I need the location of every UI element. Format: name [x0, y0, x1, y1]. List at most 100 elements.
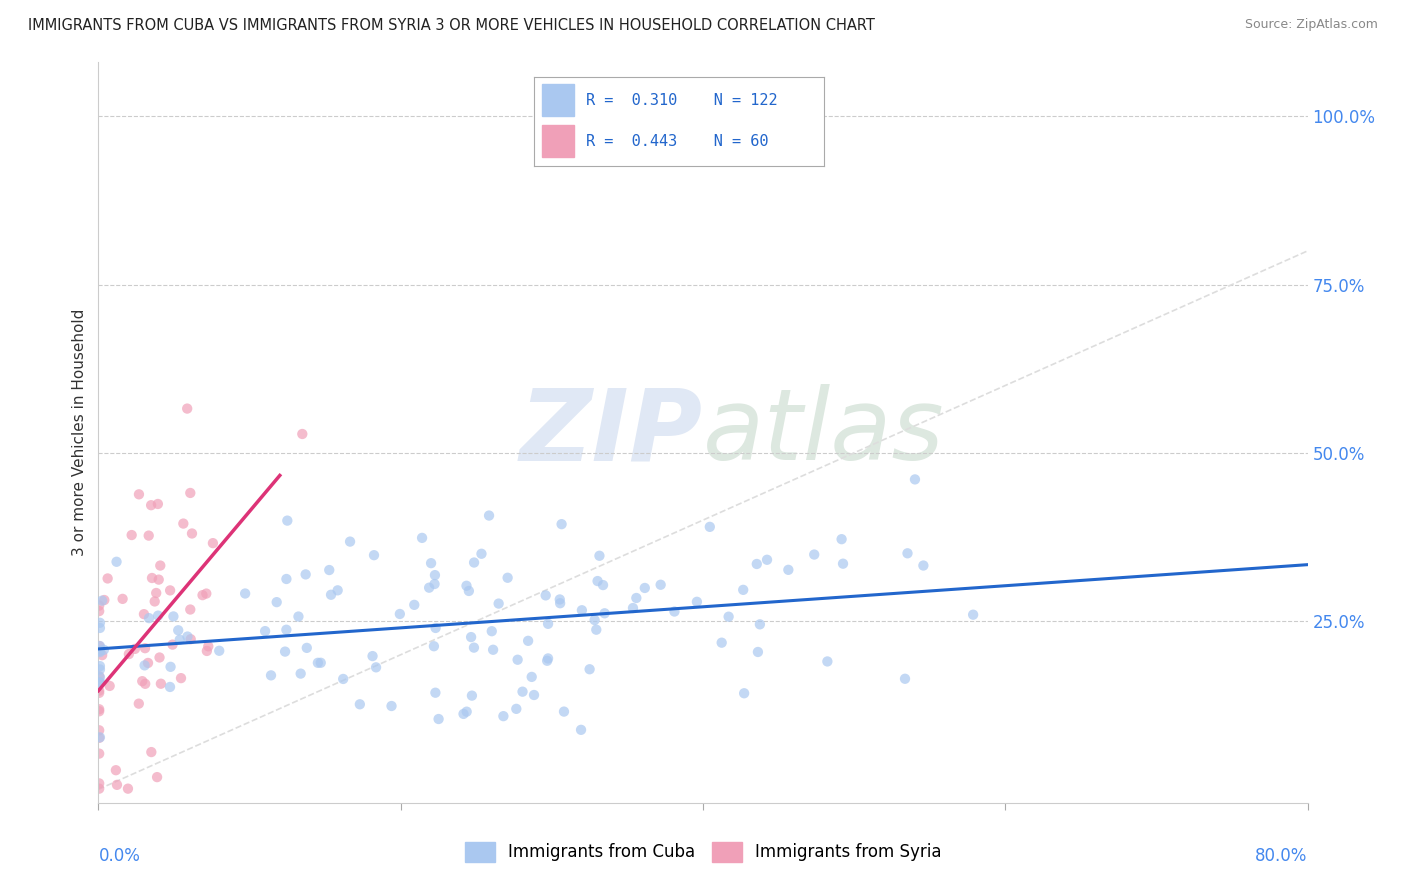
Point: [89, 702, 111, 716]
Point: [146, 608, 169, 623]
Point: [339, 534, 361, 549]
Point: [124, 641, 146, 656]
Point: [318, 563, 340, 577]
Point: [172, 516, 194, 531]
Point: [191, 588, 214, 602]
Point: [89, 615, 111, 630]
Point: [162, 638, 184, 652]
Point: [548, 596, 571, 610]
Point: [364, 660, 387, 674]
Point: [733, 686, 755, 700]
Point: [290, 666, 312, 681]
Point: [756, 553, 779, 567]
Point: [332, 672, 354, 686]
Point: [91, 593, 114, 607]
Point: [896, 546, 918, 560]
Point: [159, 680, 181, 694]
Point: [418, 581, 440, 595]
Point: [626, 591, 648, 605]
Point: [260, 668, 283, 682]
Point: [143, 594, 166, 608]
Y-axis label: 3 or more Vehicles in Household: 3 or more Vehicles in Household: [72, 309, 87, 557]
Point: [505, 702, 527, 716]
Point: [904, 472, 927, 486]
Point: [93, 593, 115, 607]
Point: [523, 688, 546, 702]
Point: [146, 770, 169, 784]
Point: [121, 528, 143, 542]
Point: [894, 672, 917, 686]
Point: [294, 567, 316, 582]
Point: [686, 595, 709, 609]
Point: [710, 635, 733, 649]
Point: [104, 763, 127, 777]
Point: [117, 781, 139, 796]
Point: [89, 599, 111, 613]
Point: [295, 640, 318, 655]
Point: [276, 623, 298, 637]
Point: [456, 579, 478, 593]
Point: [89, 704, 111, 718]
Point: [482, 642, 505, 657]
Point: [517, 633, 540, 648]
Point: [699, 520, 721, 534]
Point: [89, 686, 111, 700]
Point: [105, 555, 128, 569]
Point: [97, 571, 120, 585]
Point: [138, 528, 160, 542]
Point: [423, 577, 446, 591]
Point: [134, 658, 156, 673]
Point: [319, 588, 342, 602]
Point: [89, 675, 111, 690]
Point: [149, 677, 172, 691]
Point: [832, 557, 855, 571]
Point: [460, 630, 482, 644]
Point: [159, 583, 181, 598]
Point: [427, 712, 450, 726]
Text: 0.0%: 0.0%: [98, 847, 141, 865]
Point: [254, 624, 277, 639]
Point: [461, 689, 484, 703]
Point: [148, 573, 170, 587]
Point: [89, 644, 111, 658]
Point: [425, 686, 447, 700]
Point: [912, 558, 935, 573]
Point: [89, 663, 111, 677]
Point: [169, 632, 191, 647]
Point: [512, 684, 534, 698]
Point: [534, 588, 557, 602]
Point: [89, 776, 111, 790]
Point: [420, 556, 443, 570]
Point: [276, 514, 298, 528]
Point: [747, 645, 769, 659]
Point: [148, 650, 170, 665]
Point: [176, 630, 198, 644]
Text: atlas: atlas: [703, 384, 945, 481]
Point: [593, 607, 616, 621]
Text: Source: ZipAtlas.com: Source: ZipAtlas.com: [1244, 18, 1378, 31]
Point: [89, 781, 111, 796]
Point: [425, 621, 447, 635]
Point: [159, 660, 181, 674]
Point: [588, 549, 610, 563]
Point: [89, 731, 111, 745]
Legend: Immigrants from Cuba, Immigrants from Syria: Immigrants from Cuba, Immigrants from Sy…: [458, 835, 948, 869]
Point: [89, 747, 111, 761]
Point: [176, 401, 198, 416]
Point: [349, 698, 371, 712]
Point: [488, 597, 510, 611]
Point: [179, 602, 201, 616]
Point: [553, 705, 575, 719]
Point: [456, 705, 478, 719]
Point: [89, 659, 111, 673]
Point: [91, 648, 114, 662]
Point: [536, 654, 558, 668]
Text: 80.0%: 80.0%: [1256, 847, 1308, 865]
Point: [309, 656, 332, 670]
Point: [201, 536, 224, 550]
Point: [89, 683, 111, 698]
Point: [550, 517, 572, 532]
Point: [586, 574, 609, 588]
Point: [195, 644, 218, 658]
Point: [650, 578, 672, 592]
